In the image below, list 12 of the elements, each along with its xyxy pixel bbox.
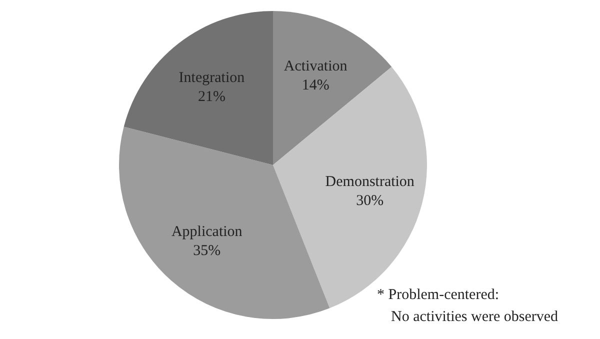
slice-label: Activation [284, 58, 348, 75]
text: * Problem-centered: [377, 286, 500, 304]
pie-slice [273, 11, 392, 165]
slice-label: Demonstration [325, 174, 415, 190]
data-label: 30% [356, 192, 384, 209]
data-label: 21% [198, 88, 226, 105]
pie-slice [124, 11, 273, 165]
slice-label: Application [171, 224, 243, 240]
data-label: 14% [302, 78, 330, 94]
text: No activities were observed [391, 308, 558, 326]
slice-label: Integration [178, 70, 246, 86]
data-label: 35% [193, 243, 221, 260]
